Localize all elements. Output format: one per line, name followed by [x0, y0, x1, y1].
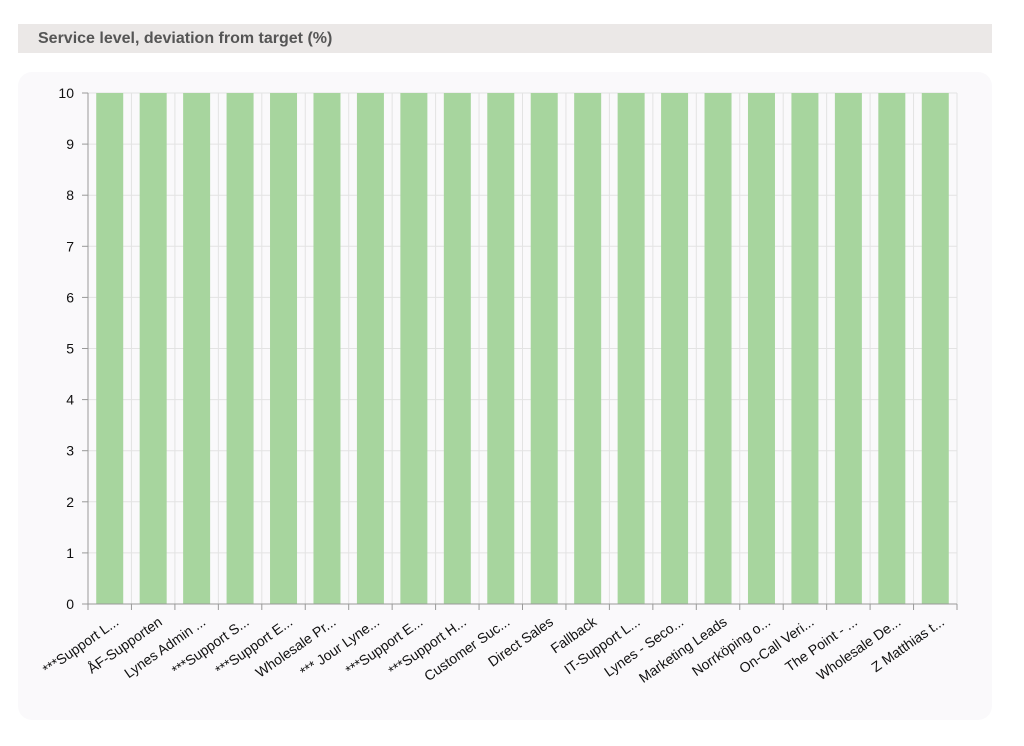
bar[interactable]	[574, 93, 602, 604]
grid-layer	[87, 92, 958, 604]
bar[interactable]	[921, 93, 949, 604]
bar[interactable]	[530, 93, 558, 604]
y-tick-label: 2	[66, 494, 74, 510]
axes-layer	[82, 92, 958, 610]
y-tick-label: 9	[66, 136, 74, 152]
y-tick-label: 3	[66, 443, 74, 459]
bar[interactable]	[704, 93, 732, 604]
y-tick-label: 10	[58, 85, 74, 101]
bar[interactable]	[139, 93, 167, 604]
bar[interactable]	[183, 93, 211, 604]
y-tick-label: 4	[66, 392, 74, 408]
bar[interactable]	[443, 93, 471, 604]
bars-layer	[96, 93, 949, 604]
panel-title: Service level, deviation from target (%)	[38, 30, 333, 47]
bar[interactable]	[313, 93, 341, 604]
bar[interactable]	[747, 93, 775, 604]
y-tick-label: 5	[66, 341, 74, 357]
y-tick-label: 7	[66, 238, 74, 254]
y-tick-label: 6	[66, 289, 74, 305]
bar[interactable]	[661, 93, 689, 604]
bar[interactable]	[96, 93, 124, 604]
bar[interactable]	[791, 93, 819, 604]
y-tick-label: 8	[66, 187, 74, 203]
bar[interactable]	[226, 93, 254, 604]
y-tick-label: 1	[66, 545, 74, 561]
bar[interactable]	[270, 93, 298, 604]
bar[interactable]	[487, 93, 515, 604]
bar[interactable]	[617, 93, 645, 604]
bar[interactable]	[878, 93, 906, 604]
bar[interactable]	[356, 93, 384, 604]
bar[interactable]	[834, 93, 862, 604]
y-tick-label: 0	[66, 596, 74, 612]
bar[interactable]	[400, 93, 428, 604]
panel-header: Service level, deviation from target (%)	[18, 24, 992, 53]
